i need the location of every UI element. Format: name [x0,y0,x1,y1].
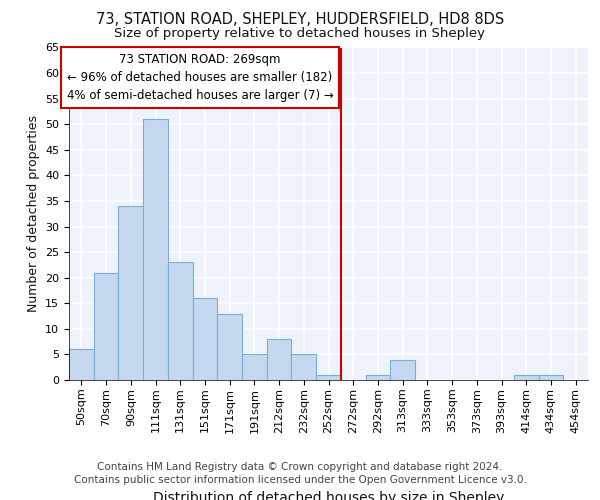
Bar [390,360,415,380]
Bar [118,206,143,380]
Bar [69,350,94,380]
Y-axis label: Number of detached properties: Number of detached properties [26,116,40,312]
Text: 73 STATION ROAD: 269sqm
← 96% of detached houses are smaller (182)
4% of semi-de: 73 STATION ROAD: 269sqm ← 96% of detache… [67,52,334,102]
Bar [316,375,341,380]
Bar [217,314,242,380]
Bar [143,119,168,380]
Bar [539,375,563,380]
Bar [514,375,539,380]
Bar [365,375,390,380]
X-axis label: Distribution of detached houses by size in Shepley: Distribution of detached houses by size … [153,491,504,500]
Bar [292,354,316,380]
Bar [168,262,193,380]
Bar [193,298,217,380]
Text: 73, STATION ROAD, SHEPLEY, HUDDERSFIELD, HD8 8DS: 73, STATION ROAD, SHEPLEY, HUDDERSFIELD,… [96,12,504,28]
Text: Size of property relative to detached houses in Shepley: Size of property relative to detached ho… [115,28,485,40]
Bar [267,339,292,380]
Bar [242,354,267,380]
Bar [94,272,118,380]
Text: Contains public sector information licensed under the Open Government Licence v3: Contains public sector information licen… [74,475,526,485]
Text: Contains HM Land Registry data © Crown copyright and database right 2024.: Contains HM Land Registry data © Crown c… [97,462,503,472]
